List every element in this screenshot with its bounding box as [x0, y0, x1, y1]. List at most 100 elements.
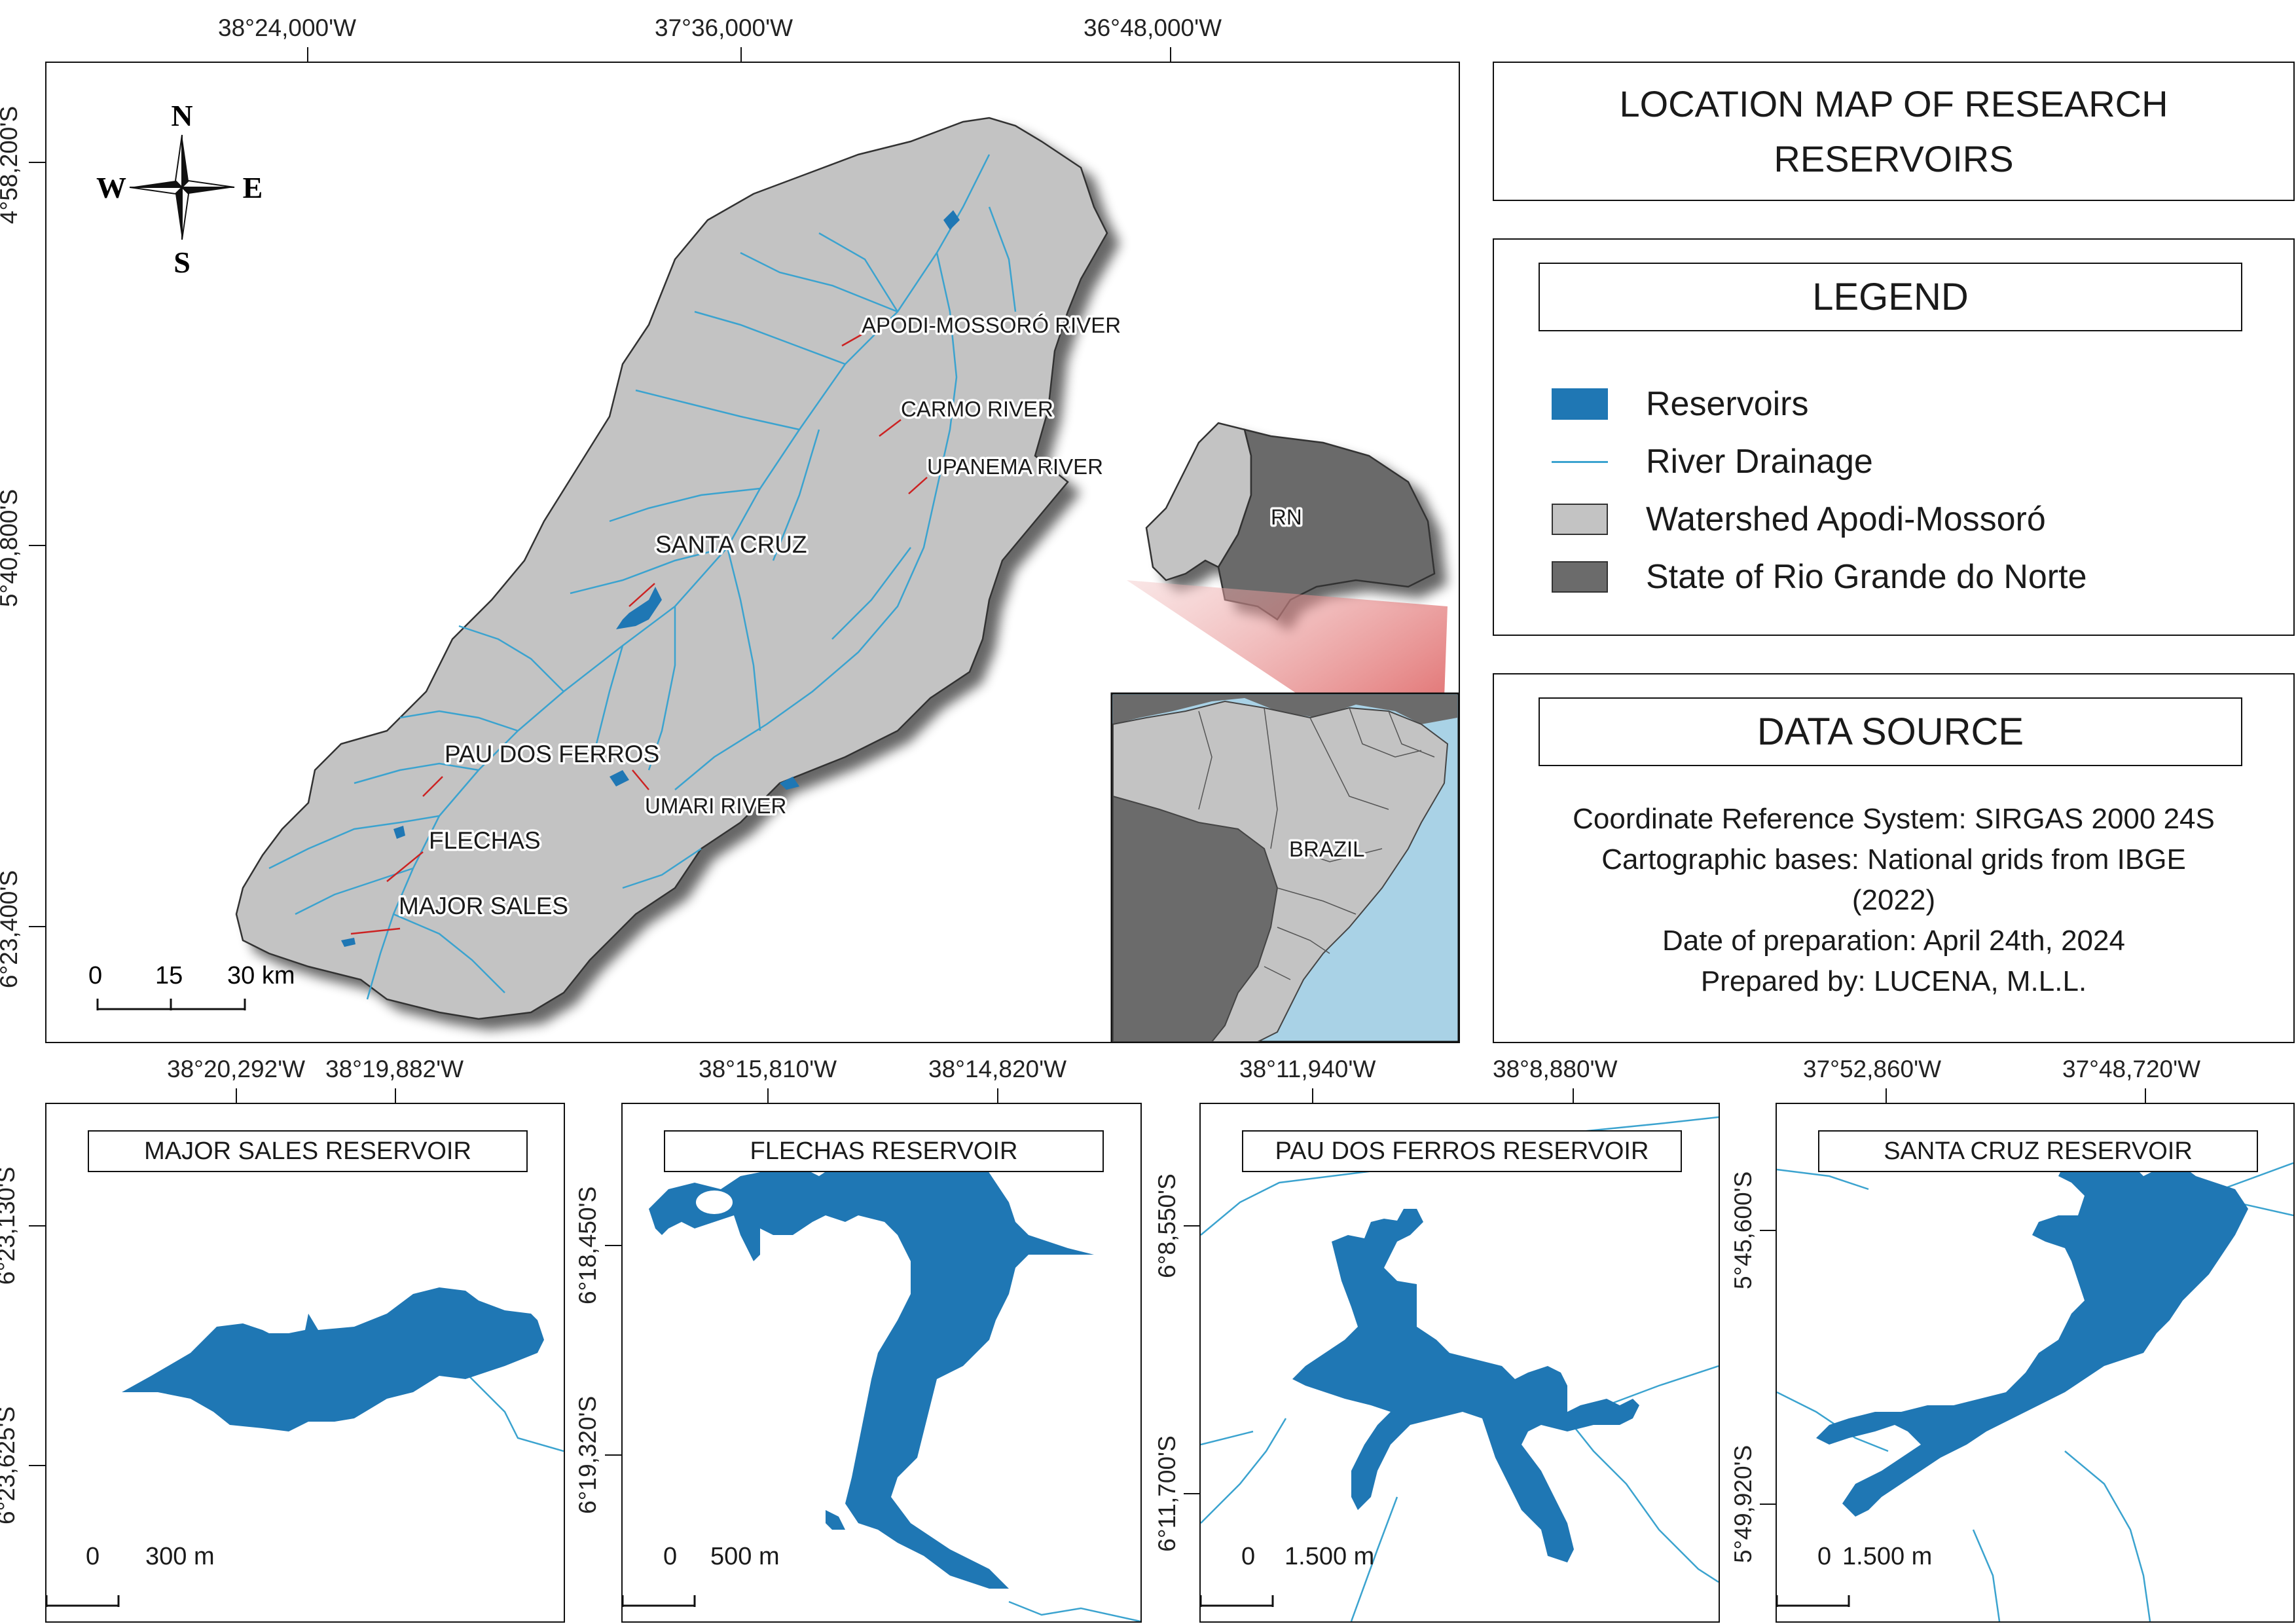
data-source-line: Coordinate Reference System: SIRGAS 2000… — [1573, 803, 2215, 835]
river-drainage — [268, 154, 1017, 1000]
main-reservoir-pau-dos-ferros — [610, 770, 629, 786]
legend-item-watershed: Watershed Apodi-Mossoró — [1552, 500, 2046, 539]
main-map-coord-left-2: 5°40,800'S — [0, 489, 22, 608]
tick — [1760, 1504, 1777, 1505]
inset-pdf-top-1: 38°11,940'W — [1239, 1056, 1376, 1082]
reservoir-flechas — [649, 1143, 1094, 1589]
main-scale-15: 15 — [155, 962, 183, 989]
main-reservoir-santa-cruz — [616, 587, 662, 629]
data-source-line: Prepared by: LUCENA, M.L.L. — [1700, 965, 2087, 997]
inset-flechas-top-1: 38°15,810'W — [699, 1056, 837, 1082]
main-map-canvas: APODI-MOSSORÓ RIVER CARMO RIVER UPANEMA … — [88, 99, 1459, 1042]
compass-s: S — [173, 246, 191, 279]
river-swatch — [1552, 446, 1608, 477]
inset-major-sales-canvas — [46, 1287, 564, 1607]
label-pau-dos-ferros: PAU DOS FERROS — [445, 741, 659, 767]
legend-item-state: State of Rio Grande do Norte — [1552, 557, 2087, 597]
main-scale-bar — [96, 999, 246, 1010]
inset-major-sales-left-1: 6°23,130'S — [0, 1166, 20, 1285]
label-rn: RN — [1271, 505, 1302, 529]
inset-flechas-left-2: 6°19,320'S — [574, 1395, 601, 1514]
inset-major-sales-scale-0: 0 — [86, 1543, 100, 1570]
main-map-coord-left-3: 6°23,400'S — [0, 870, 22, 989]
watershed-apodi-mossoro — [235, 117, 1108, 1020]
tick — [1886, 1088, 1887, 1105]
inset-sc-left-2: 5°49,920'S — [1730, 1445, 1757, 1563]
inset-sc-canvas — [1777, 1156, 2293, 1621]
tick — [767, 1088, 769, 1105]
main-reservoir-major-sales — [341, 938, 355, 947]
tick — [605, 1245, 622, 1246]
inset-flechas-canvas — [623, 1143, 1140, 1621]
inset-pdf-scale-1: 1.500 m — [1285, 1543, 1375, 1570]
label-upanema-river: UPANEMA RIVER — [927, 454, 1103, 479]
tick — [29, 1465, 46, 1466]
inset-flechas-title: FLECHAS RESERVOIR — [664, 1130, 1104, 1172]
inset-pdf-title: PAU DOS FERROS RESERVOIR — [1242, 1130, 1682, 1172]
reservoir-flechas-fragment — [826, 1510, 845, 1530]
label-flechas: FLECHAS — [429, 827, 541, 854]
inset-santa-cruz: SANTA CRUZ RESERVOIR — [1776, 1103, 2295, 1623]
inset-sc-title: SANTA CRUZ RESERVOIR — [1818, 1130, 2258, 1172]
inset-major-sales-top-1: 38°20,292'W — [167, 1056, 306, 1082]
reservoir-pau-dos-ferros — [1292, 1209, 1639, 1562]
tick — [740, 47, 742, 64]
label-santa-cruz: SANTA CRUZ — [655, 531, 807, 558]
data-source-text: Coordinate Reference System: SIRGAS 2000… — [1494, 799, 2293, 1002]
inset-major-sales-scale-1: 300 m — [145, 1543, 215, 1570]
tick — [395, 1088, 396, 1105]
reservoir-swatch — [1552, 388, 1608, 420]
tick — [29, 545, 46, 546]
legend-heading: LEGEND — [1539, 263, 2242, 331]
label-umari-river: UMARI RIVER — [645, 794, 786, 818]
reservoir-santa-cruz — [1816, 1156, 2248, 1517]
tick — [29, 926, 46, 927]
tick — [2145, 1088, 2146, 1105]
main-reservoir-flechas — [393, 826, 405, 839]
rn-state-map — [1145, 422, 1436, 621]
inset-pau-dos-ferros: PAU DOS FERROS RESERVOIR — [1199, 1103, 1720, 1623]
main-scale-0: 0 — [88, 962, 102, 989]
state-swatch — [1552, 561, 1608, 593]
leader-lines — [350, 333, 928, 935]
map-title-box: LOCATION MAP OF RESEARCH RESERVOIRS — [1493, 62, 2295, 201]
inset-major-sales: MAJOR SALES RESERVOIR — [45, 1103, 565, 1623]
river — [1008, 1600, 1140, 1621]
inset-pdf-left-1: 6°8,550'S — [1154, 1173, 1180, 1278]
brazil-inset — [1110, 692, 1459, 1042]
inset-pdf-top-2: 38°8,880'W — [1493, 1056, 1618, 1082]
tick — [236, 1088, 237, 1105]
tick — [1573, 1088, 1574, 1105]
label-major-sales: MAJOR SALES — [399, 893, 568, 919]
data-source-line: (2022) — [1851, 884, 1936, 916]
map-title-line2: RESERVOIRS — [1774, 138, 2014, 179]
map-title-line1: LOCATION MAP OF RESEARCH — [1619, 83, 2168, 124]
legend-panel: LEGEND Reservoirs River Drainage Watersh… — [1493, 238, 2295, 636]
legend-item-river-drainage: River Drainage — [1552, 442, 1873, 481]
inset-flechas-scale-0: 0 — [663, 1543, 678, 1570]
inset-sc-top-1: 37°52,860'W — [1803, 1056, 1942, 1082]
label-carmo-river: CARMO RIVER — [901, 397, 1053, 421]
inset-flechas-top-2: 38°14,820'W — [928, 1056, 1067, 1082]
inset-pdf-canvas — [1201, 1116, 1719, 1621]
inset-pdf-left-2: 6°11,700'S — [1154, 1435, 1180, 1552]
inset-major-sales-top-2: 38°19,882'W — [325, 1056, 464, 1082]
data-source-line: Date of preparation: April 24th, 2024 — [1662, 925, 2125, 957]
inset-pdf-scale-0: 0 — [1241, 1543, 1256, 1570]
tick — [29, 162, 46, 163]
tick — [307, 47, 308, 64]
label-apodi-mossoro-river: APODI-MOSSORÓ RIVER — [862, 313, 1121, 337]
compass-w: W — [96, 171, 126, 204]
main-scale-30: 30 km — [227, 962, 295, 989]
tick — [1170, 47, 1171, 64]
inset-flechas-left-1: 6°18,450'S — [574, 1186, 601, 1304]
compass-rose: N S E W — [96, 99, 263, 279]
legend-item-reservoirs: Reservoirs — [1552, 384, 1809, 424]
inset-sc-top-2: 37°48,720'W — [2062, 1056, 2201, 1082]
legend-label: Reservoirs — [1646, 385, 1809, 423]
watershed-swatch — [1552, 504, 1608, 535]
river — [465, 1372, 564, 1452]
reservoir-major-sales — [122, 1287, 544, 1431]
label-brazil: BRAZIL — [1289, 837, 1365, 861]
main-map-coord-left-1: 4°58,200'S — [0, 105, 22, 225]
